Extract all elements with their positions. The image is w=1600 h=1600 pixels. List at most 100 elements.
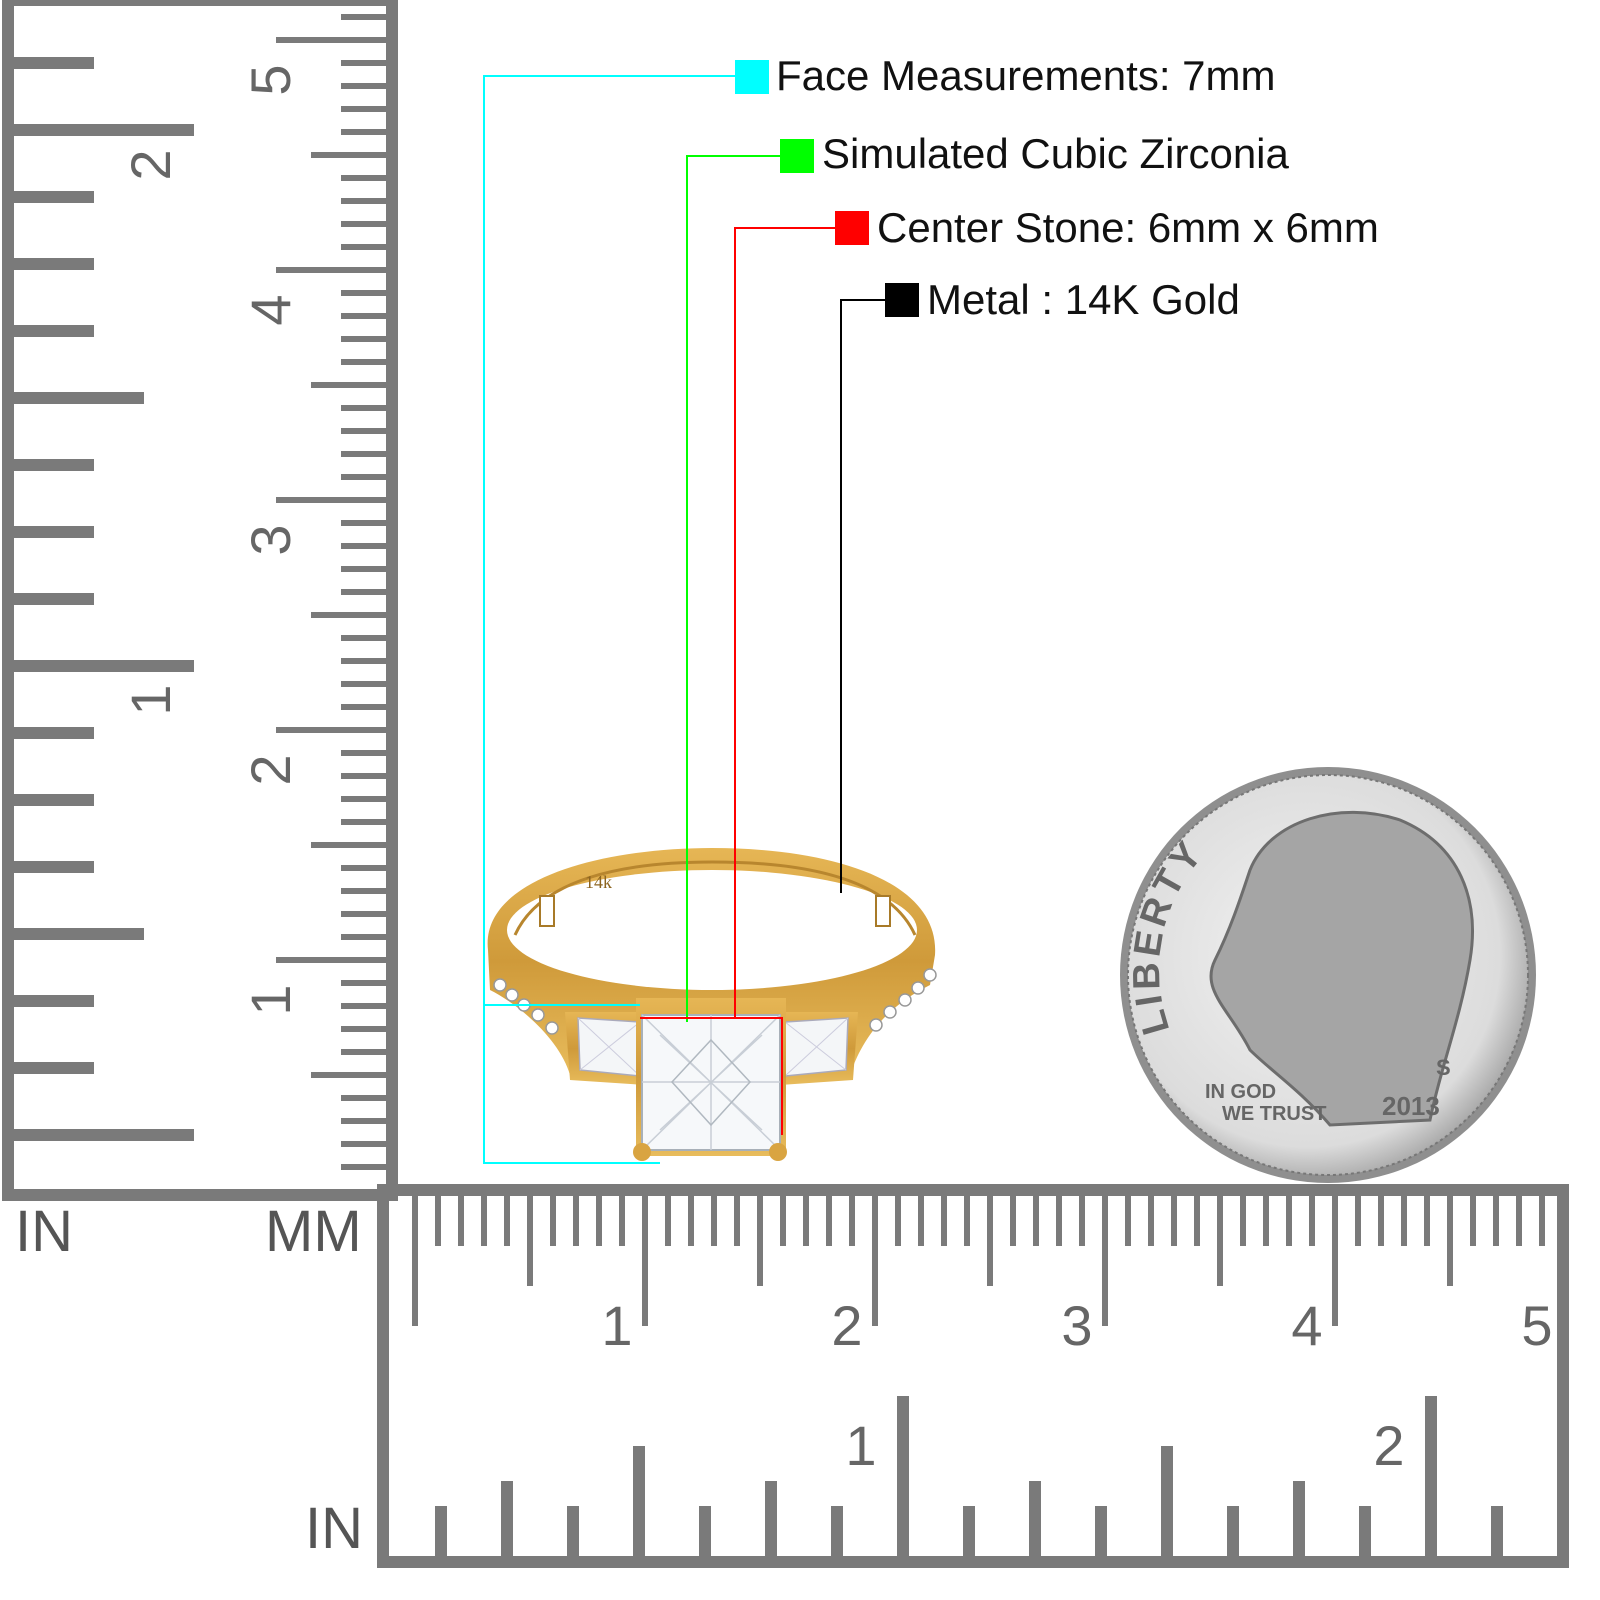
mm-tick xyxy=(1079,1196,1085,1246)
mm-tick xyxy=(1194,1196,1200,1246)
mm-tick xyxy=(1332,1196,1338,1326)
cm-label: 5 xyxy=(239,64,302,95)
mm-tick xyxy=(341,1095,386,1101)
mm-tick xyxy=(341,405,386,411)
mm-tick xyxy=(1010,1196,1016,1246)
legend-swatch-cyan xyxy=(735,60,769,94)
inch-tick xyxy=(14,593,94,605)
inch-tick xyxy=(14,995,94,1007)
mm-tick xyxy=(341,428,386,434)
mm-tick xyxy=(527,1196,533,1286)
mm-tick xyxy=(550,1196,556,1246)
mm-tick xyxy=(918,1196,924,1246)
mm-tick xyxy=(1309,1196,1315,1246)
mm-tick xyxy=(1424,1196,1430,1246)
mm-tick xyxy=(341,1026,386,1032)
mm-tick xyxy=(341,911,386,917)
mm-tick xyxy=(341,704,386,710)
inch-label-horizontal: 2 xyxy=(1373,1414,1404,1477)
mm-tick xyxy=(341,1164,386,1170)
mm-tick xyxy=(1033,1196,1039,1246)
inch-tick xyxy=(1293,1481,1305,1556)
mm-tick xyxy=(341,543,386,549)
mm-tick xyxy=(1263,1196,1269,1246)
mm-tick xyxy=(665,1196,671,1246)
mm-tick xyxy=(412,1196,418,1326)
mm-tick xyxy=(826,1196,832,1246)
mm-tick xyxy=(1470,1196,1476,1246)
mm-tick xyxy=(276,37,386,43)
legend-metal: Metal : 14K Gold xyxy=(927,276,1240,323)
inch-tick xyxy=(14,258,94,270)
inch-tick xyxy=(14,459,94,471)
inch-tick xyxy=(1359,1506,1371,1556)
mm-tick xyxy=(341,313,386,319)
side-stone-right xyxy=(780,1012,858,1085)
mm-tick xyxy=(596,1196,602,1246)
inch-tick xyxy=(1491,1506,1503,1556)
mm-tick xyxy=(341,175,386,181)
cm-label: 4 xyxy=(1291,1294,1322,1357)
mm-tick xyxy=(341,681,386,687)
mm-tick xyxy=(341,589,386,595)
unit-label-inches-bottom: IN xyxy=(305,1496,363,1561)
inch-tick xyxy=(1161,1446,1173,1556)
mm-tick xyxy=(341,221,386,227)
mm-tick xyxy=(642,1196,648,1326)
mm-tick xyxy=(311,382,386,388)
mm-tick xyxy=(341,336,386,342)
inch-tick xyxy=(14,727,94,739)
mm-tick xyxy=(341,60,386,66)
coin-motto-2: WE TRUST xyxy=(1222,1103,1326,1125)
cm-label: 4 xyxy=(239,294,302,325)
vertical-ruler-frame xyxy=(2,0,398,1201)
mm-tick xyxy=(849,1196,855,1246)
mm-tick xyxy=(964,1196,970,1246)
legend-swatch-green xyxy=(780,139,814,173)
inch-tick xyxy=(14,124,194,136)
inch-tick xyxy=(14,928,144,940)
mm-tick xyxy=(1493,1196,1499,1246)
cm-label: 3 xyxy=(1061,1294,1092,1357)
mm-tick xyxy=(1125,1196,1131,1246)
mm-tick xyxy=(872,1196,878,1326)
inch-tick xyxy=(1095,1506,1107,1556)
mm-tick xyxy=(276,267,386,273)
inch-tick xyxy=(14,526,94,538)
inch-tick xyxy=(765,1481,777,1556)
mm-tick xyxy=(341,934,386,940)
inch-tick xyxy=(1029,1481,1041,1556)
legend-swatch-black xyxy=(885,283,919,317)
mm-tick xyxy=(1286,1196,1292,1246)
mm-tick xyxy=(276,727,386,733)
mm-tick xyxy=(734,1196,740,1246)
mm-tick xyxy=(311,152,386,158)
mm-tick xyxy=(341,198,386,204)
mm-tick xyxy=(341,1118,386,1124)
legend-face-measurements: Face Measurements: 7mm xyxy=(776,52,1276,99)
mm-tick xyxy=(987,1196,993,1286)
mm-tick xyxy=(341,980,386,986)
inch-tick xyxy=(14,1062,94,1074)
inch-tick xyxy=(699,1506,711,1556)
coin-year: 2013 xyxy=(1382,1091,1440,1121)
cm-label: 2 xyxy=(831,1294,862,1357)
cm-label: 3 xyxy=(239,524,302,555)
mm-tick xyxy=(458,1196,464,1246)
mm-tick xyxy=(435,1196,441,1246)
mm-tick xyxy=(341,658,386,664)
inch-tick xyxy=(14,660,194,672)
mm-tick xyxy=(341,888,386,894)
inch-tick xyxy=(567,1506,579,1556)
mm-tick xyxy=(311,842,386,848)
inch-label-vertical: 2 xyxy=(119,149,182,180)
inch-tick xyxy=(435,1506,447,1556)
cm-label: 1 xyxy=(239,984,302,1015)
mm-tick xyxy=(1148,1196,1154,1246)
inch-tick xyxy=(1227,1506,1239,1556)
coin-mint-mark: S xyxy=(1436,1055,1451,1080)
mm-tick xyxy=(341,359,386,365)
inch-tick xyxy=(897,1396,909,1556)
